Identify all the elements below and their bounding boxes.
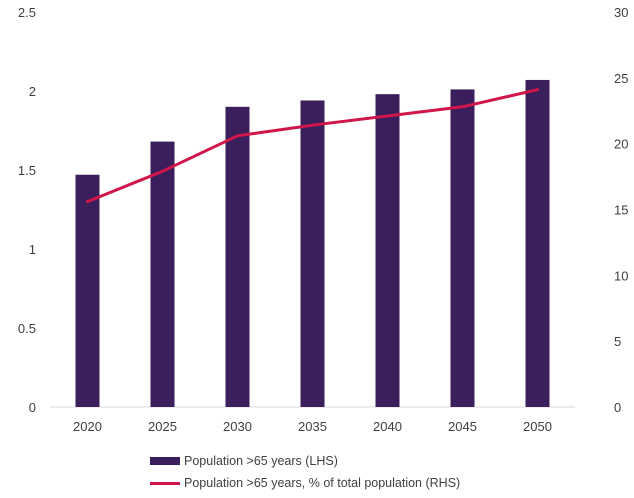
x-tick-label: 2045 <box>448 419 477 434</box>
x-tick-label: 2050 <box>523 419 552 434</box>
right-tick-label: 15 <box>614 203 628 218</box>
right-tick-label: 20 <box>614 137 628 152</box>
left-axis: 0 0.5 1 1.5 2 2.5 <box>18 5 36 415</box>
bar <box>300 100 325 407</box>
line-point <box>236 134 239 138</box>
legend-swatch-bar <box>150 457 180 465</box>
right-tick-label: 30 <box>614 5 628 20</box>
legend-swatch-line <box>150 481 180 485</box>
x-tick-label: 2025 <box>148 419 177 434</box>
line-point <box>311 123 314 127</box>
left-tick-label: 0.5 <box>18 321 36 336</box>
line-point <box>161 169 164 173</box>
bar <box>525 79 550 407</box>
right-axis: 0 5 10 15 20 25 30 <box>614 5 628 415</box>
x-tick-label: 2040 <box>373 419 402 434</box>
line-point <box>386 114 389 118</box>
bar <box>450 89 475 408</box>
right-tick-label: 5 <box>614 334 621 349</box>
bar <box>150 141 175 407</box>
left-tick-label: 0 <box>29 400 36 415</box>
left-tick-label: 2 <box>29 84 36 99</box>
bar <box>75 174 100 407</box>
x-tick-label: 2035 <box>298 419 327 434</box>
bar <box>375 94 400 407</box>
left-tick-label: 2.5 <box>18 5 36 20</box>
legend-label-bar: Population >65 years (LHS) <box>184 454 338 468</box>
line-point <box>536 88 539 92</box>
right-tick-label: 10 <box>614 268 628 283</box>
legend: Population >65 years (LHS) Population >6… <box>150 450 460 494</box>
right-tick-label: 25 <box>614 71 628 86</box>
right-tick-label: 0 <box>614 400 621 415</box>
legend-item-line: Population >65 years, % of total populat… <box>150 472 460 494</box>
line-series <box>86 88 539 204</box>
bar <box>225 106 250 408</box>
line-point <box>86 200 89 204</box>
x-tick-label: 2030 <box>223 419 252 434</box>
legend-label-line: Population >65 years, % of total populat… <box>184 476 461 490</box>
x-tick-label: 2020 <box>73 419 102 434</box>
x-axis: 2020 2025 2030 2035 2040 2045 2050 <box>73 419 552 434</box>
line-point <box>461 105 464 109</box>
legend-item-bar: Population >65 years (LHS) <box>150 450 460 472</box>
left-tick-label: 1.5 <box>18 163 36 178</box>
left-tick-label: 1 <box>29 242 36 257</box>
bar-series <box>75 79 550 408</box>
